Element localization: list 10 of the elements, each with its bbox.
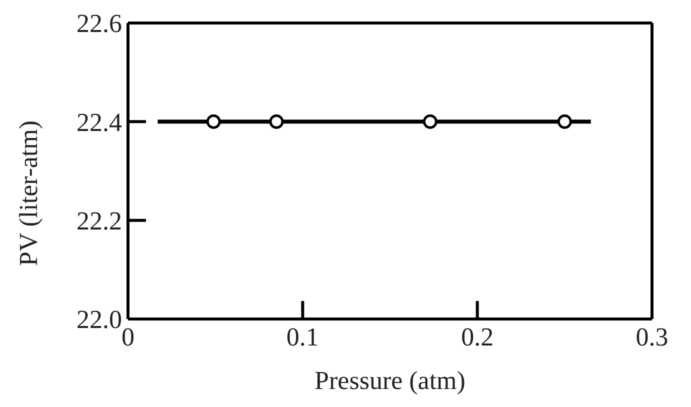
x-axis-title: Pressure (atm) <box>314 366 466 395</box>
x-tick-label: 0 <box>122 322 134 352</box>
y-axis-title: PV (liter-atm) <box>14 120 44 266</box>
x-tick-label: 0.2 <box>461 322 494 352</box>
x-tick-label: 0.1 <box>286 322 319 352</box>
x-tick-label: 0.3 <box>636 322 668 352</box>
y-tick-label: 22.2 <box>76 206 122 236</box>
y-tick-label: 22.6 <box>76 9 122 38</box>
y-tick-label: 22.4 <box>76 108 122 137</box>
y-tick-label: 22.0 <box>76 305 122 334</box>
